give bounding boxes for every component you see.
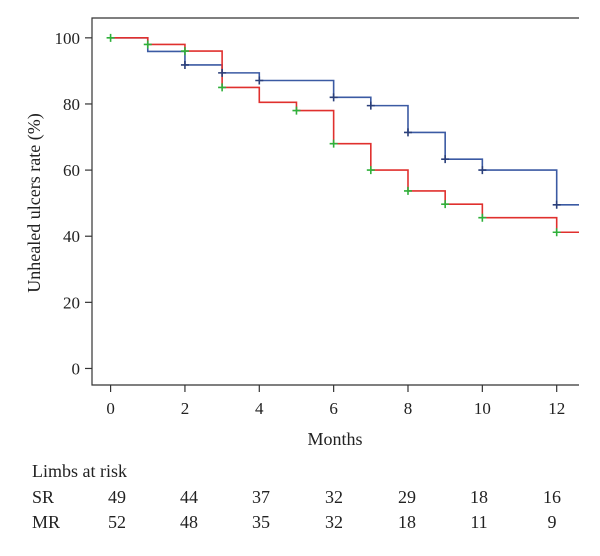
y-tick-label: 20 [63,293,80,312]
risk-value: 35 [252,512,270,532]
x-tick-label: 8 [404,399,413,418]
risk-row-label: SR [32,487,55,507]
axes: 0 2 4 6 8 10 12 0 20 40 60 80 100 [55,17,579,418]
censor-marks [106,33,561,237]
censor-mark [366,166,375,175]
censor-mark [292,106,301,115]
plot-frame [91,17,579,386]
risk-value: 9 [547,512,557,532]
risk-value: 16 [543,487,561,507]
censor-mark [180,60,189,69]
risk-value: 29 [398,487,416,507]
censor-mark [180,47,189,56]
x-tick-label: 10 [474,399,491,418]
censor-mark [255,76,264,85]
risk-value: 49 [108,487,126,507]
risk-value: 11 [470,512,488,532]
risk-row-label: MR [32,512,61,532]
y-axis-title: Unhealed ulcers rate (%) [24,113,45,292]
censor-mark [552,228,561,237]
curve-mr [110,37,579,234]
curve-sr [110,37,579,206]
risk-value: 44 [180,487,198,507]
x-tick-label: 4 [255,399,264,418]
y-tick-label: 60 [63,161,80,180]
censor-mark [329,93,338,102]
censor-mark [329,139,338,148]
x-axis-title: Months [307,429,362,449]
survival-curves [110,37,579,234]
censor-mark [218,83,227,92]
censor-mark [143,40,152,49]
censor-mark [403,128,412,137]
x-tick-label: 6 [329,399,338,418]
y-tick-label: 80 [63,95,80,114]
censor-mark [478,213,487,222]
risk-value: 37 [252,487,270,507]
censor-mark [218,68,227,77]
risk-value: 18 [470,487,488,507]
risk-value: 32 [325,487,343,507]
censor-mark [403,186,412,195]
censor-mark [106,33,115,42]
risk-value: 32 [325,512,343,532]
censor-mark [478,166,487,175]
x-tick-label: 0 [106,399,115,418]
censor-mark [441,200,450,209]
risk-value: 18 [398,512,416,532]
censor-mark [552,200,561,209]
risk-value: 48 [180,512,198,532]
risk-value: 52 [108,512,126,532]
risk-table-title: Limbs at risk [32,461,127,481]
y-tick-label: 40 [63,227,80,246]
x-tick-label: 2 [181,399,190,418]
y-tick-label: 100 [55,29,81,48]
censor-mark [441,155,450,164]
censor-mark [366,101,375,110]
y-tick-label: 0 [72,359,81,378]
x-tick-label: 12 [548,399,565,418]
